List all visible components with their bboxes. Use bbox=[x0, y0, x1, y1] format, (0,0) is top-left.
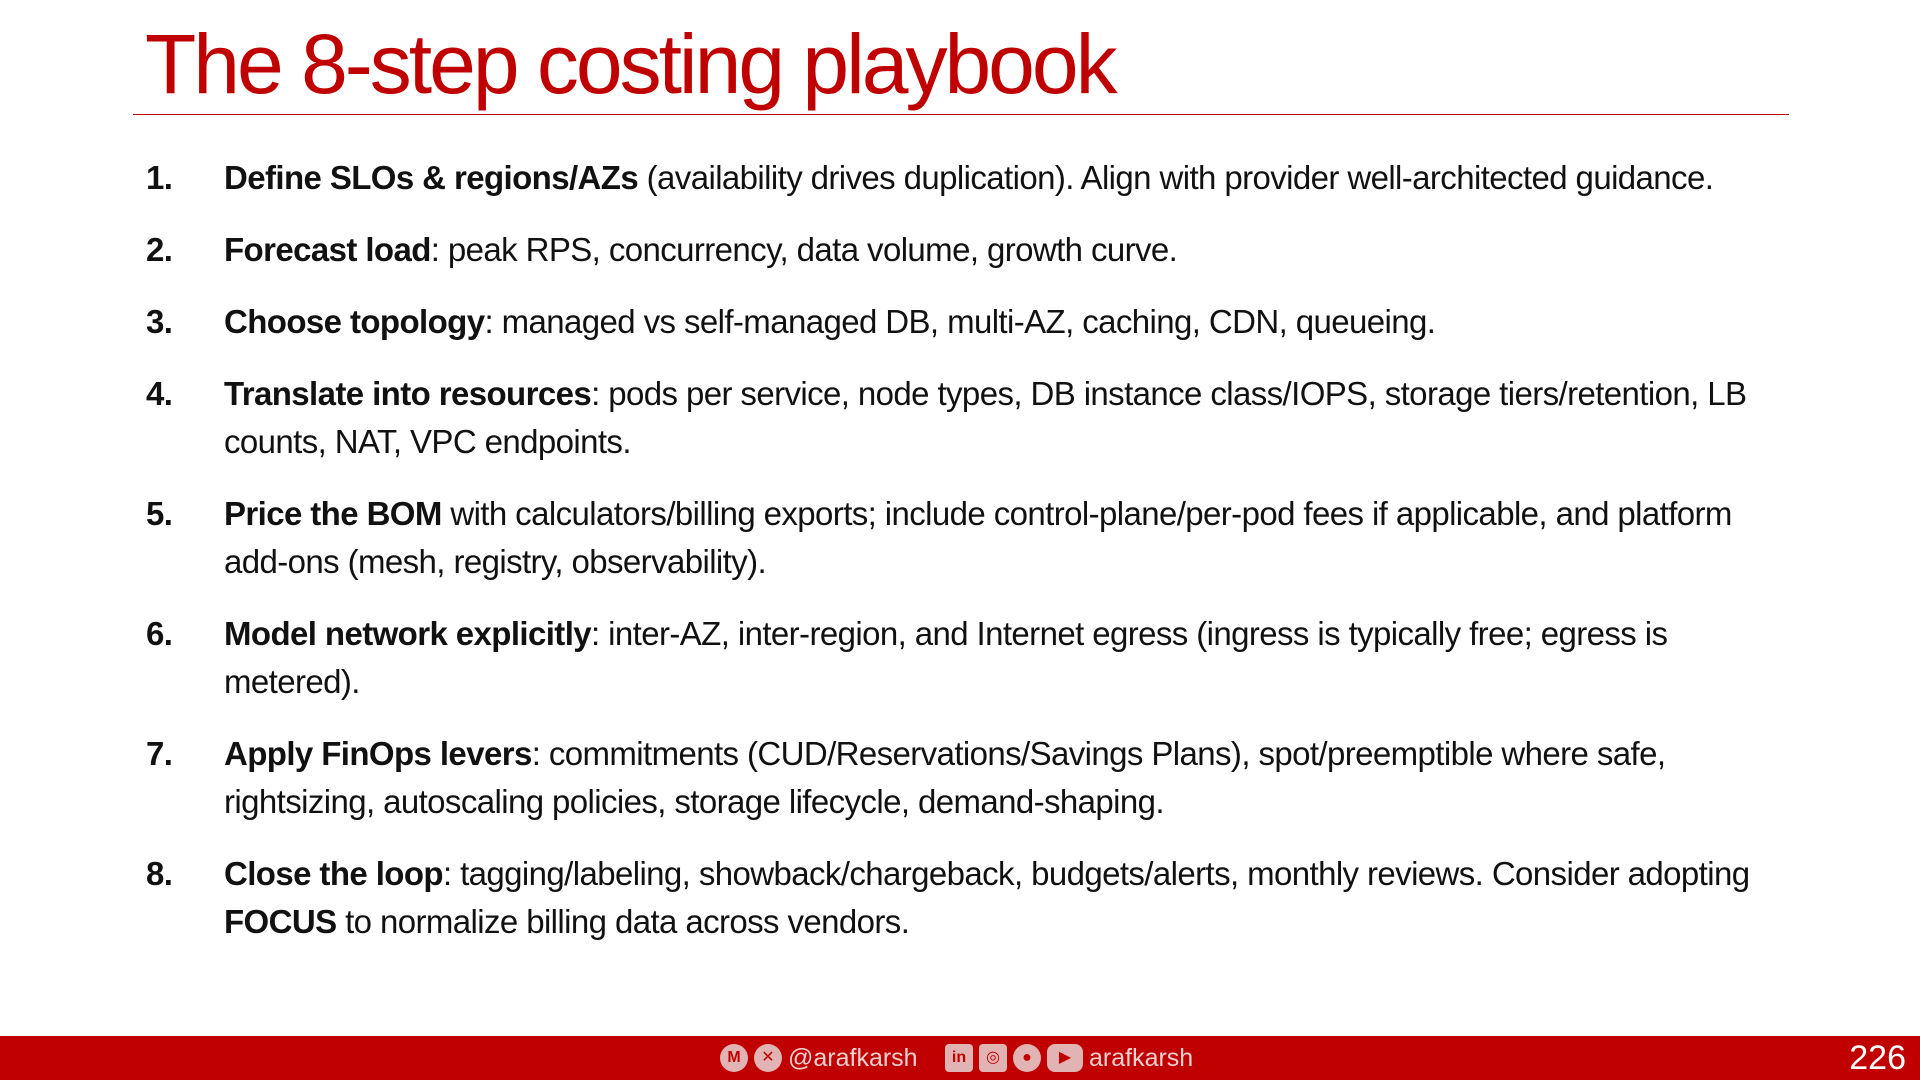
step-description-end: to normalize billing data across vendors… bbox=[336, 903, 910, 940]
footer-bar: M ✕ @arafkarsh in ◎ ● ▶ arafkarsh 226 bbox=[0, 1036, 1920, 1080]
step-number: 1. bbox=[146, 159, 173, 196]
title-underline bbox=[133, 114, 1789, 115]
step-heading: Close the loop bbox=[224, 855, 444, 892]
step-item: 2. Forecast load: peak RPS, concurrency,… bbox=[146, 226, 1786, 274]
footer-handle[interactable]: @arafkarsh bbox=[788, 1043, 918, 1072]
steps-list: 1. Define SLOs & regions/AZs (availabili… bbox=[146, 154, 1786, 970]
step-text: Price the BOM with calculators/billing e… bbox=[224, 490, 1786, 586]
step-heading: Price the BOM bbox=[224, 495, 442, 532]
step-number: 3. bbox=[146, 303, 173, 340]
step-text: Translate into resources: pods per servi… bbox=[224, 370, 1786, 466]
youtube-icon[interactable]: ▶ bbox=[1047, 1044, 1083, 1072]
footer-social-right: in ◎ ● ▶ arafkarsh bbox=[945, 1036, 1193, 1080]
step-description: : peak RPS, concurrency, data volume, gr… bbox=[430, 231, 1178, 268]
focus-highlight: FOCUS bbox=[224, 903, 337, 940]
step-item: 7. Apply FinOps levers: commitments (CUD… bbox=[146, 730, 1786, 826]
step-text: Model network explicitly: inter-AZ, inte… bbox=[224, 610, 1786, 706]
step-description: (availability drives duplication). Align… bbox=[638, 159, 1714, 196]
step-item: 4. Translate into resources: pods per se… bbox=[146, 370, 1786, 466]
step-number: 7. bbox=[146, 735, 173, 772]
step-number: 5. bbox=[146, 495, 173, 532]
step-heading: Define SLOs & regions/AZs bbox=[224, 159, 639, 196]
medium-icon[interactable]: M bbox=[720, 1044, 748, 1072]
step-number: 6. bbox=[146, 615, 173, 652]
linkedin-icon[interactable]: in bbox=[945, 1044, 973, 1072]
footer-handle-right[interactable]: arafkarsh bbox=[1089, 1043, 1194, 1072]
slide-title: The 8-step costing playbook bbox=[145, 17, 1118, 111]
step-text: Define SLOs & regions/AZs (availability … bbox=[224, 154, 1786, 202]
x-twitter-icon[interactable]: ✕ bbox=[754, 1044, 782, 1072]
step-number: 2. bbox=[146, 231, 173, 268]
page-number: 226 bbox=[1849, 1039, 1906, 1077]
step-item: 6. Model network explicitly: inter-AZ, i… bbox=[146, 610, 1786, 706]
step-number: 8. bbox=[146, 855, 173, 892]
step-heading: Translate into resources bbox=[224, 375, 592, 412]
step-text: Forecast load: peak RPS, concurrency, da… bbox=[224, 226, 1786, 274]
step-heading: Choose topology bbox=[224, 303, 485, 340]
step-description: with calculators/billing exports; includ… bbox=[224, 495, 1732, 580]
step-item: 1. Define SLOs & regions/AZs (availabili… bbox=[146, 154, 1786, 202]
step-item: 8. Close the loop: tagging/labeling, sho… bbox=[146, 850, 1786, 946]
step-description: : inter-AZ, inter-region, and Internet e… bbox=[224, 615, 1668, 700]
step-text: Apply FinOps levers: commitments (CUD/Re… bbox=[224, 730, 1786, 826]
step-description: : commitments (CUD/Reservations/Savings … bbox=[224, 735, 1666, 820]
step-description: : tagging/labeling, showback/chargeback,… bbox=[442, 855, 1750, 892]
step-description: : managed vs self-managed DB, multi-AZ, … bbox=[484, 303, 1436, 340]
step-description: : pods per service, node types, DB insta… bbox=[224, 375, 1747, 460]
footer-social-left: M ✕ @arafkarsh bbox=[720, 1036, 918, 1080]
instagram-icon[interactable]: ◎ bbox=[979, 1044, 1007, 1072]
step-heading: Forecast load bbox=[224, 231, 431, 268]
step-item: 3. Choose topology: managed vs self-mana… bbox=[146, 298, 1786, 346]
step-heading: Model network explicitly bbox=[224, 615, 592, 652]
step-item: 5. Price the BOM with calculators/billin… bbox=[146, 490, 1786, 586]
step-number: 4. bbox=[146, 375, 173, 412]
step-text: Close the loop: tagging/labeling, showba… bbox=[224, 850, 1786, 946]
step-heading: Apply FinOps levers bbox=[224, 735, 532, 772]
github-icon[interactable]: ● bbox=[1013, 1044, 1041, 1072]
step-text: Choose topology: managed vs self-managed… bbox=[224, 298, 1786, 346]
